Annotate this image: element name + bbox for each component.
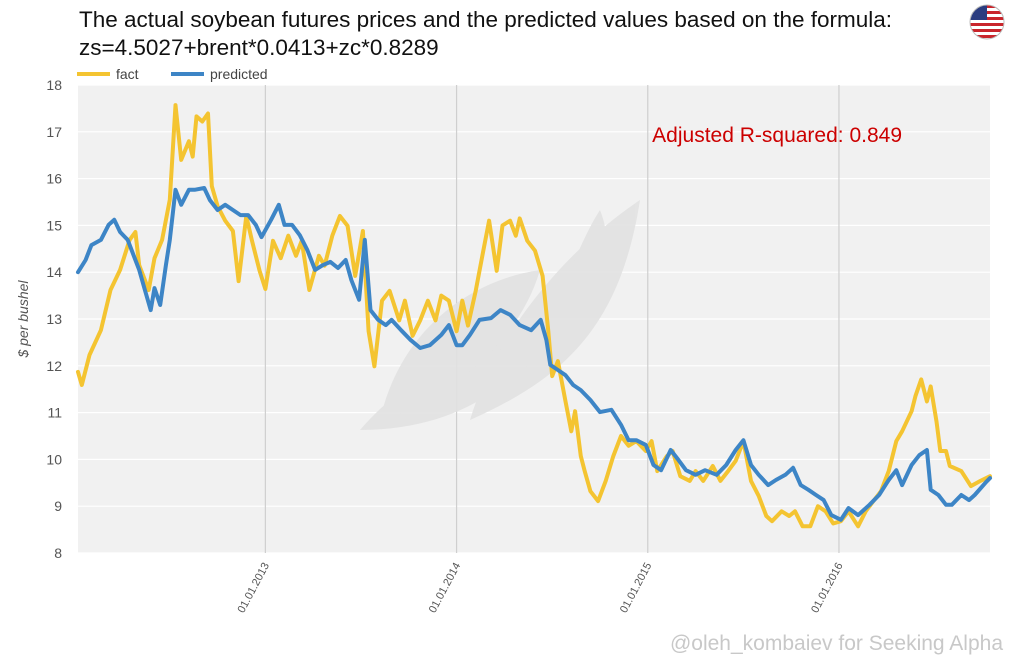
x-tick-label: 01.01.2014 — [427, 561, 463, 615]
r-squared-annotation: Adjusted R-squared: 0.849 — [652, 124, 902, 147]
x-axis-ticks: 01.01.2013 01.01.2014 01.01.2015 01.01.2016 — [236, 561, 846, 615]
y-tick-label: 16 — [46, 171, 62, 187]
y-tick-label: 10 — [46, 451, 62, 467]
legend-label-predicted: predicted — [210, 66, 268, 82]
y-tick-label: 11 — [47, 405, 62, 421]
y-axis-label: $ per bushel — [15, 280, 31, 359]
y-tick-label: 14 — [46, 264, 62, 280]
y-tick-label: 18 — [46, 77, 62, 93]
x-tick-label: 01.01.2016 — [809, 561, 845, 615]
y-tick-label: 15 — [46, 217, 62, 233]
gridlines — [78, 84, 990, 554]
y-tick-label: 12 — [46, 358, 62, 374]
x-tick-label: 01.01.2015 — [618, 561, 654, 615]
series-lines — [76, 103, 992, 529]
us-flag-icon — [969, 4, 1005, 40]
y-axis-ticks: 8 9 10 11 12 13 14 15 16 17 18 — [46, 77, 62, 561]
y-tick-label: 8 — [54, 545, 62, 561]
x-tick-label: 01.01.2013 — [236, 561, 272, 615]
series-line-fact — [76, 103, 992, 529]
series-line-predicted — [76, 186, 992, 522]
y-tick-label: 13 — [46, 311, 62, 327]
legend: fact predicted — [77, 66, 268, 82]
legend-label-fact: fact — [116, 66, 139, 82]
y-tick-label: 17 — [46, 124, 62, 140]
credit-watermark: @oleh_kombaiev for Seeking Alpha — [669, 632, 1003, 655]
chart-title: The actual soybean futures prices and th… — [79, 7, 892, 60]
y-tick-label: 9 — [54, 498, 62, 514]
